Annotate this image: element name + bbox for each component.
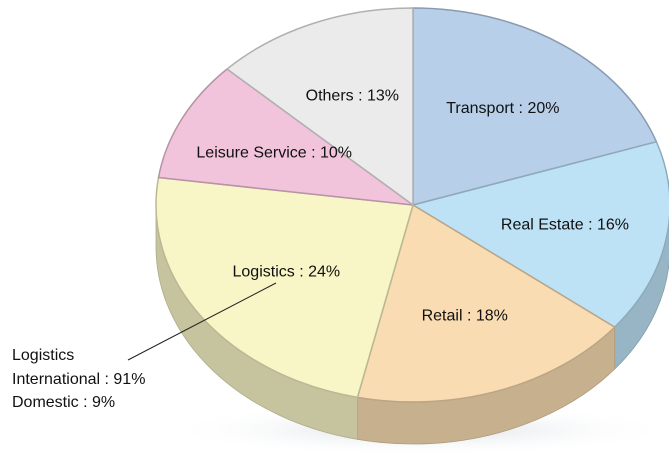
slice	[411, 140, 669, 329]
annotation: Logistics	[12, 347, 74, 364]
data-label: Logistics : 24%	[233, 264, 341, 281]
data-label: Leisure Service : 10%	[196, 145, 352, 162]
data-label: Others : 13%	[306, 88, 399, 105]
annotation: Domestic : 9%	[12, 394, 115, 411]
data-label: Retail : 18%	[422, 308, 508, 325]
slice	[356, 203, 616, 403]
data-label: Transport : 20%	[446, 100, 559, 117]
slice	[155, 176, 414, 399]
slice	[157, 68, 416, 207]
data-label: Real Estate : 16%	[501, 216, 629, 233]
annotation-line	[127, 282, 277, 361]
annotation: International : 91%	[12, 371, 145, 388]
slice	[412, 7, 658, 206]
slice	[225, 7, 414, 207]
